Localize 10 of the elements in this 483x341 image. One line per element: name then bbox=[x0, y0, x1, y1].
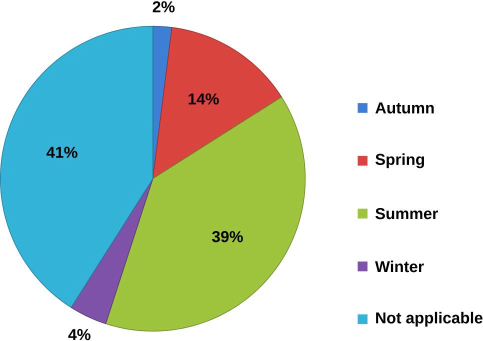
legend-label: Not applicable bbox=[376, 312, 482, 326]
data-label: 4% bbox=[68, 328, 90, 340]
data-label: 2% bbox=[152, 1, 175, 12]
data-label: 14% bbox=[188, 93, 219, 104]
legend-label: Spring bbox=[375, 153, 424, 168]
legend-label: Autumn bbox=[375, 102, 434, 114]
legend-label: Summer bbox=[375, 208, 438, 220]
data-label: 39% bbox=[212, 230, 243, 242]
data-label: 41% bbox=[46, 146, 78, 158]
legend-label: Winter bbox=[375, 260, 424, 272]
